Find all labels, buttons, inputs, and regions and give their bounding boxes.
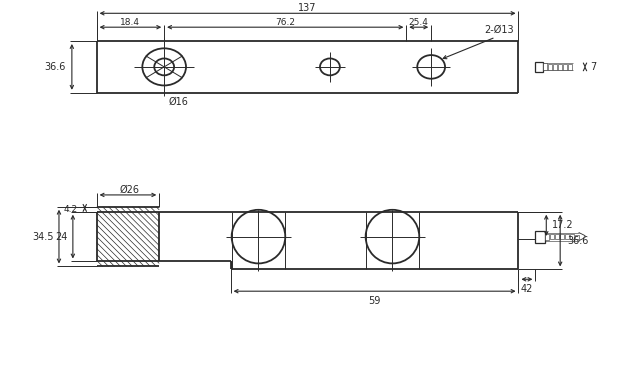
Text: Ø26: Ø26 — [120, 185, 140, 195]
Text: Ø16: Ø16 — [168, 97, 188, 107]
Text: 137: 137 — [298, 3, 317, 13]
Bar — [555, 234, 559, 239]
Text: 2-Ø13: 2-Ø13 — [484, 25, 514, 35]
Bar — [575, 235, 579, 239]
Bar — [548, 64, 552, 70]
Text: 25.4: 25.4 — [409, 18, 429, 27]
Text: 34.5: 34.5 — [33, 232, 54, 242]
Text: 36.6: 36.6 — [45, 62, 66, 72]
Text: 18.4: 18.4 — [120, 18, 141, 27]
Text: 36.6: 36.6 — [567, 236, 589, 246]
Bar — [553, 64, 557, 70]
Bar — [535, 231, 545, 243]
Text: 76.2: 76.2 — [275, 18, 295, 27]
Bar — [558, 64, 562, 70]
Bar — [565, 234, 569, 239]
Bar — [550, 234, 554, 239]
Bar — [543, 63, 547, 70]
Bar — [568, 64, 572, 70]
Text: 59: 59 — [369, 296, 381, 306]
Text: 42: 42 — [521, 284, 533, 294]
Bar — [535, 62, 543, 72]
Text: 4.2: 4.2 — [64, 205, 78, 214]
Text: 17.2: 17.2 — [552, 220, 574, 230]
Text: 24: 24 — [56, 232, 68, 242]
Bar — [563, 64, 567, 70]
Bar — [560, 234, 564, 239]
Text: 7: 7 — [590, 62, 596, 72]
Bar — [545, 233, 550, 240]
Bar — [570, 234, 574, 239]
